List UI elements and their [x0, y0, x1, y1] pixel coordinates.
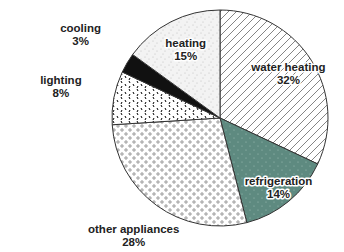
slice-label: refrigeration [245, 175, 313, 187]
slice-value: 15% [174, 50, 197, 62]
slice-value: 14% [267, 188, 290, 200]
pie-slice [133, 10, 220, 118]
pie-slice [112, 118, 247, 226]
slice-label: other appliances [88, 223, 179, 235]
slice-label: water heating [250, 61, 325, 73]
slice-value: 3% [72, 35, 89, 47]
slice-value: 8% [53, 87, 70, 99]
slice-value: 32% [277, 74, 300, 86]
chart: water heating32% refrigeration14% other ap… [0, 0, 344, 252]
slices [112, 10, 328, 226]
slice-value: 28% [122, 236, 145, 248]
slice-label: heating [165, 37, 206, 49]
slice-label: lighting [40, 74, 82, 86]
slice-label: cooling [60, 22, 101, 34]
labels: water heating32% refrigeration14% other ap… [40, 22, 325, 248]
